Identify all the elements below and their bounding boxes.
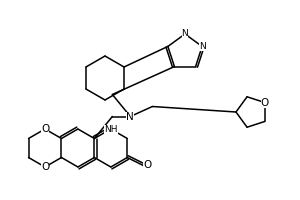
Text: O: O — [41, 162, 49, 172]
Text: N: N — [127, 112, 134, 121]
Text: N: N — [199, 42, 206, 51]
Text: O: O — [143, 160, 152, 170]
Text: O: O — [41, 124, 49, 134]
Text: O: O — [261, 98, 269, 108]
Text: N: N — [182, 29, 188, 38]
Text: NH: NH — [104, 124, 118, 134]
